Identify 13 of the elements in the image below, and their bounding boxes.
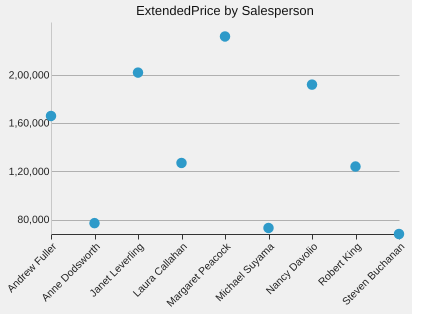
point [306,79,318,90]
chart-title: ExtendedPrice by Salesperson [136,3,314,18]
point [132,67,144,78]
point [350,161,361,172]
y-tick-label: 1,20,000 [8,166,50,178]
y-tick-label: 80,000 [17,214,50,226]
point [220,31,230,42]
point [89,218,100,228]
point [176,158,187,168]
y-tick-label: 2,00,000 [8,70,50,82]
point [263,222,274,234]
point [394,228,404,240]
y-tick-label: 1,60,000 [8,118,50,130]
